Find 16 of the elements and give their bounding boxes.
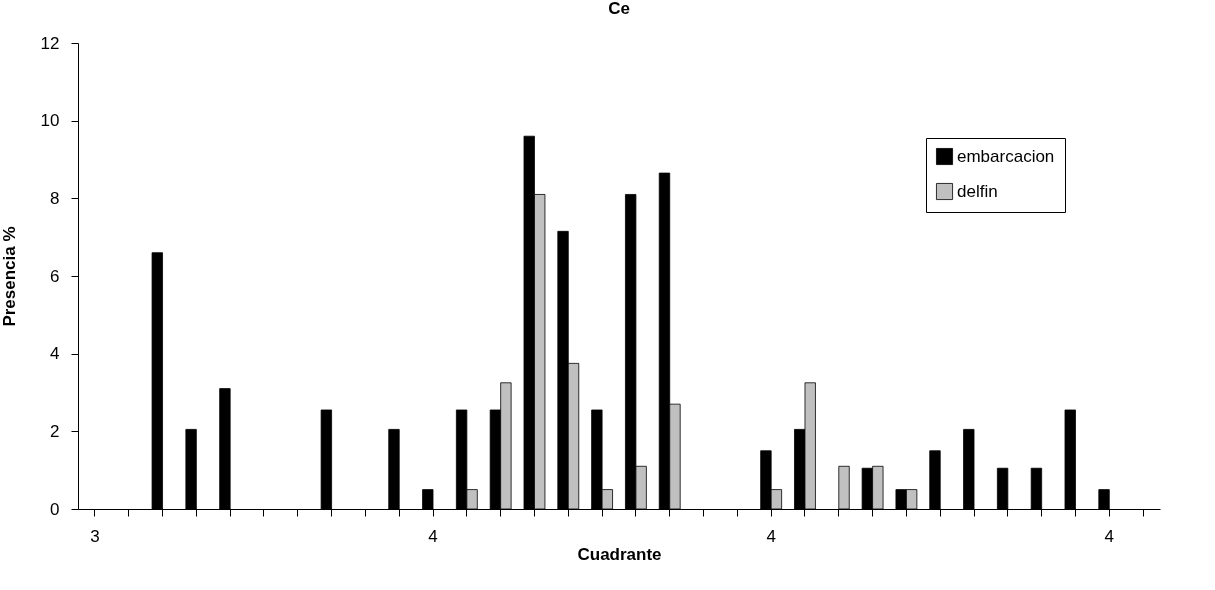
y-tick-label: 12 [40,33,60,53]
x-tick-label: 3 [90,526,100,546]
legend-label: delfin [957,181,998,201]
y-tick-label: 4 [50,344,60,364]
y-tick-label: 6 [50,266,60,286]
y-tick-label: 10 [40,111,60,131]
y-tick-label: 0 [50,499,60,519]
x-tick-label: 4 [428,526,438,546]
x-tick-label: 4 [1104,526,1115,546]
x-tick-label: 4 [766,526,776,546]
chart-title: Ce [608,0,630,18]
y-tick-label: 8 [50,188,60,208]
y-axis-title: Presencia % [0,226,19,327]
y-tick-label: 2 [50,421,60,441]
legend-label: embarcacion [957,146,1055,166]
x-axis-title: Cuadrante [577,544,662,564]
